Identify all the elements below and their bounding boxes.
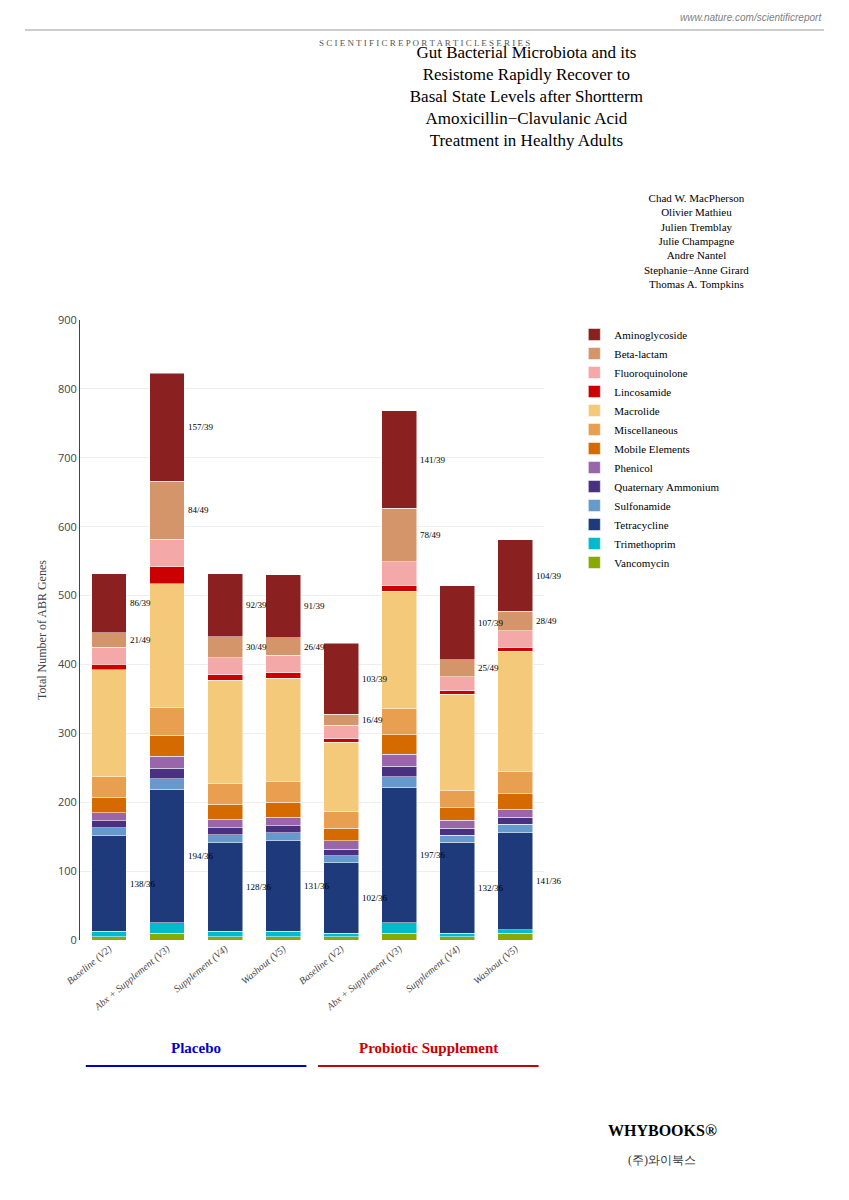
svg-text:91/39: 91/39 bbox=[304, 601, 325, 611]
svg-text:200: 200 bbox=[58, 794, 77, 809]
svg-text:Trimethoprim: Trimethoprim bbox=[614, 538, 676, 550]
svg-text:194/36: 194/36 bbox=[188, 851, 214, 861]
svg-text:300: 300 bbox=[58, 725, 77, 740]
svg-text:Washout (V5): Washout (V5) bbox=[239, 943, 289, 988]
svg-text:16/49: 16/49 bbox=[362, 715, 383, 725]
svg-text:Vancomycin: Vancomycin bbox=[614, 557, 669, 569]
svg-text:Washout (V5): Washout (V5) bbox=[471, 943, 521, 988]
svg-text:84/49: 84/49 bbox=[188, 505, 209, 515]
svg-text:Chad W. MacPhersonOlivier Math: Chad W. MacPhersonOlivier MathieuJulien … bbox=[644, 192, 749, 290]
svg-text:Baseline (V2): Baseline (V2) bbox=[65, 943, 115, 988]
svg-text:102/36: 102/36 bbox=[362, 893, 388, 903]
svg-text:128/36: 128/36 bbox=[246, 882, 272, 892]
svg-text:141/39: 141/39 bbox=[420, 455, 446, 465]
svg-text:Probiotic Supplement: Probiotic Supplement bbox=[359, 1040, 498, 1056]
svg-text:S C I E N T I F I C R E P O R: S C I E N T I F I C R E P O R T A R T I … bbox=[319, 38, 530, 48]
svg-text:0: 0 bbox=[71, 932, 77, 947]
svg-text:103/39: 103/39 bbox=[362, 674, 388, 684]
svg-text:86/39: 86/39 bbox=[130, 598, 151, 608]
svg-text:Fluoroquinolone: Fluoroquinolone bbox=[614, 367, 687, 379]
svg-text:Phenicol: Phenicol bbox=[614, 462, 653, 474]
svg-text:Sulfonamide: Sulfonamide bbox=[614, 500, 670, 512]
svg-text:WHYBOOKS®: WHYBOOKS® bbox=[608, 1122, 717, 1139]
svg-text:197/36: 197/36 bbox=[420, 850, 446, 860]
svg-text:Lincosamide: Lincosamide bbox=[614, 386, 671, 398]
svg-text:900: 900 bbox=[58, 312, 77, 327]
svg-text:Tetracycline: Tetracycline bbox=[614, 519, 668, 531]
svg-text:Supplement (V4): Supplement (V4) bbox=[171, 943, 230, 996]
svg-text:Abx + Supplement (V3): Abx + Supplement (V3) bbox=[92, 943, 173, 1014]
svg-text:26/49: 26/49 bbox=[304, 642, 325, 652]
svg-text:104/39: 104/39 bbox=[536, 571, 562, 581]
svg-text:700: 700 bbox=[58, 450, 77, 465]
svg-text:107/39: 107/39 bbox=[478, 618, 504, 628]
svg-text:132/36: 132/36 bbox=[478, 883, 504, 893]
svg-text:600: 600 bbox=[58, 519, 77, 534]
svg-text:500: 500 bbox=[58, 587, 77, 602]
svg-text:Macrolide: Macrolide bbox=[614, 405, 659, 417]
svg-text:Gut Bacterial Microbiota and i: Gut Bacterial Microbiota and itsResistom… bbox=[410, 43, 643, 150]
svg-text:92/39: 92/39 bbox=[246, 600, 267, 610]
svg-text:Total Number of ABR Genes: Total Number of ABR Genes bbox=[35, 560, 49, 700]
svg-text:Baseline (V2): Baseline (V2) bbox=[297, 943, 347, 988]
svg-text:(주)와이북스: (주)와이북스 bbox=[628, 1153, 696, 1167]
svg-text:Miscellaneous: Miscellaneous bbox=[614, 424, 678, 436]
svg-text:Mobile Elements: Mobile Elements bbox=[614, 443, 689, 455]
svg-text:100: 100 bbox=[58, 863, 77, 878]
svg-text:Abx + Supplement (V3): Abx + Supplement (V3) bbox=[324, 943, 405, 1014]
svg-text:25/49: 25/49 bbox=[478, 663, 499, 673]
svg-text:800: 800 bbox=[58, 381, 77, 396]
svg-text:Supplement (V4): Supplement (V4) bbox=[403, 943, 462, 996]
svg-text:Placebo: Placebo bbox=[171, 1040, 221, 1056]
svg-text:157/39: 157/39 bbox=[188, 422, 214, 432]
svg-text:Beta-lactam: Beta-lactam bbox=[614, 348, 668, 360]
svg-text:21/49: 21/49 bbox=[130, 635, 151, 645]
svg-text:Aminoglycoside: Aminoglycoside bbox=[614, 329, 687, 341]
svg-text:Quaternary Ammonium: Quaternary Ammonium bbox=[614, 481, 719, 493]
svg-text:28/49: 28/49 bbox=[536, 616, 557, 626]
svg-text:138/36: 138/36 bbox=[130, 879, 156, 889]
svg-text:131/36: 131/36 bbox=[304, 881, 330, 891]
svg-text:www.nature.com/scientificrepor: www.nature.com/scientificreport bbox=[680, 12, 822, 23]
svg-text:400: 400 bbox=[58, 656, 77, 671]
svg-text:30/49: 30/49 bbox=[246, 642, 267, 652]
svg-text:78/49: 78/49 bbox=[420, 530, 441, 540]
svg-text:141/36: 141/36 bbox=[536, 876, 562, 886]
